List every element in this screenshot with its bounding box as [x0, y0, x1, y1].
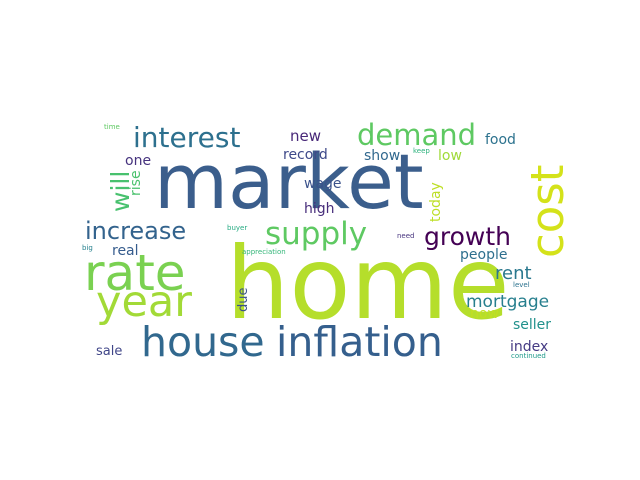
- word-supply: supply: [265, 216, 367, 252]
- word-mortgage: mortgage: [466, 292, 549, 312]
- word-will: will: [106, 171, 135, 212]
- word-sale: sale: [96, 344, 122, 359]
- word-due: due: [236, 288, 251, 313]
- word-rent: rent: [495, 263, 532, 284]
- word-buyer: buyer: [227, 224, 247, 232]
- word-index: index: [510, 339, 548, 355]
- word-big: big: [82, 244, 93, 252]
- word-appreciation: appreciation: [242, 248, 286, 256]
- word-rise: rise: [128, 170, 144, 196]
- word-record: record: [283, 147, 328, 163]
- word-food: food: [485, 132, 516, 148]
- word-people: people: [460, 247, 507, 263]
- word-growth: growth: [424, 222, 511, 251]
- word-home: home: [226, 225, 510, 342]
- word-cost: cost: [521, 165, 574, 258]
- word-now: now: [470, 306, 499, 322]
- word-need: need: [397, 232, 415, 240]
- word-today: today: [428, 182, 444, 222]
- word-level: level: [513, 281, 530, 289]
- word-seller: seller: [513, 317, 551, 333]
- word-real: real: [112, 243, 139, 259]
- word-continued: continued: [511, 352, 546, 360]
- word-high: high: [304, 201, 335, 217]
- word-increase: increase: [85, 217, 186, 245]
- word-house: house: [141, 318, 265, 366]
- word-time: time: [104, 123, 120, 131]
- word-keep: keep: [413, 147, 430, 155]
- word-show: show: [364, 148, 400, 164]
- word-inflation: inflation: [276, 318, 443, 366]
- word-market: market: [154, 137, 424, 226]
- word-wage: wage: [304, 176, 342, 192]
- word-year: year: [96, 277, 192, 327]
- word-one: one: [125, 153, 151, 169]
- word-low: low: [438, 148, 462, 164]
- word-demand: demand: [357, 118, 476, 152]
- word-new: new: [290, 127, 321, 145]
- word-rate: rate: [84, 244, 186, 302]
- word-interest: interest: [133, 121, 240, 154]
